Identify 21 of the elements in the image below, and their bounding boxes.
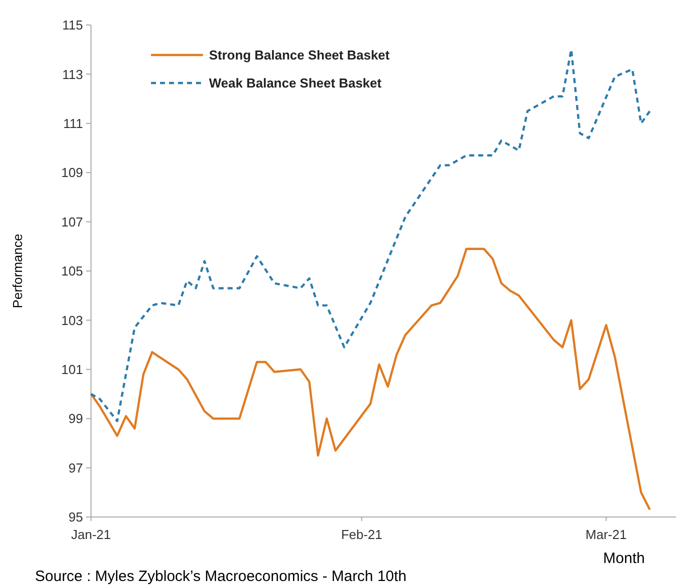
y-tick-label: 103 (61, 312, 83, 328)
y-tick-label: 109 (61, 165, 83, 180)
legend-label: Strong Balance Sheet Basket (209, 48, 390, 63)
line-series (90, 48, 651, 422)
x-axis-title: Month (603, 550, 645, 567)
y-axis-title: Performance (10, 234, 25, 308)
y-tick-label: 95 (68, 510, 83, 525)
y-tick-label: 107 (61, 214, 83, 230)
x-tick-label: Mar-21 (586, 527, 627, 542)
y-tick-label: 113 (62, 66, 83, 82)
line-series (90, 248, 651, 511)
x-tick-label: Feb-21 (341, 527, 382, 542)
legend-label: Weak Balance Sheet Basket (209, 76, 382, 91)
y-tick-label: 101 (61, 362, 83, 377)
y-tick-label: 105 (61, 264, 83, 279)
y-tick-label: 99 (68, 411, 83, 426)
y-tick-label: 97 (68, 460, 83, 476)
x-tick-label: Jan-21 (71, 527, 111, 542)
y-tick-label: 111 (63, 116, 83, 131)
y-tick-label: 115 (62, 18, 83, 33)
source-note: Source : Myles Zyblock’s Macroeconomics - March 10th (35, 568, 407, 585)
